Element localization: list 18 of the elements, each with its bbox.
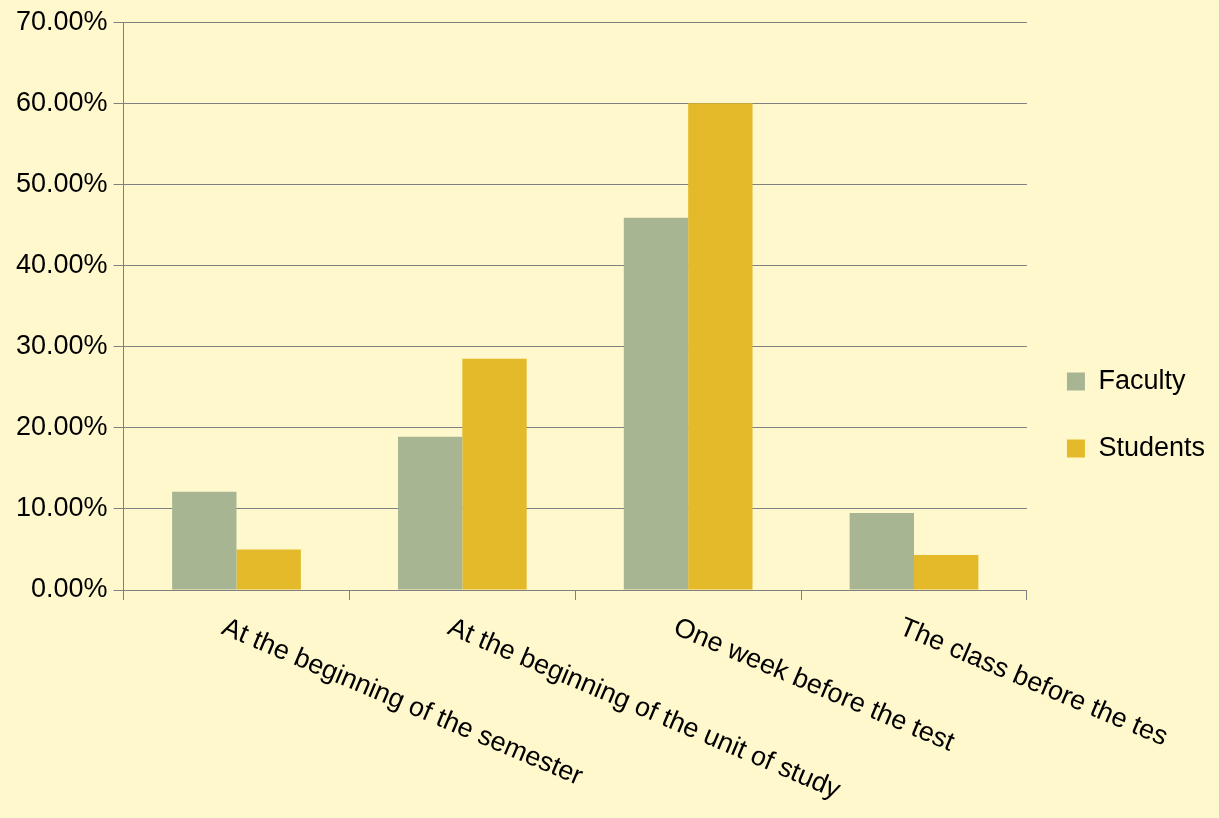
y-tick-label: 20.00% <box>16 411 108 442</box>
bar <box>397 436 463 590</box>
bar <box>914 555 979 590</box>
y-tick-label: 10.00% <box>16 492 108 523</box>
legend-label: Faculty <box>1098 364 1186 395</box>
y-tick-label: 60.00% <box>16 86 108 117</box>
y-tick-label: 40.00% <box>16 249 108 279</box>
legend-label: Students <box>1098 431 1205 462</box>
bar <box>236 549 301 590</box>
bar <box>462 358 527 590</box>
bar <box>849 512 915 590</box>
y-tick-label: 50.00% <box>16 167 108 198</box>
y-tick-label: 30.00% <box>16 330 108 361</box>
bar <box>688 103 753 590</box>
y-tick-label: 0.00% <box>31 573 108 604</box>
bar <box>172 491 237 590</box>
bar <box>623 217 689 590</box>
y-tick-label: 70.00% <box>16 5 108 36</box>
